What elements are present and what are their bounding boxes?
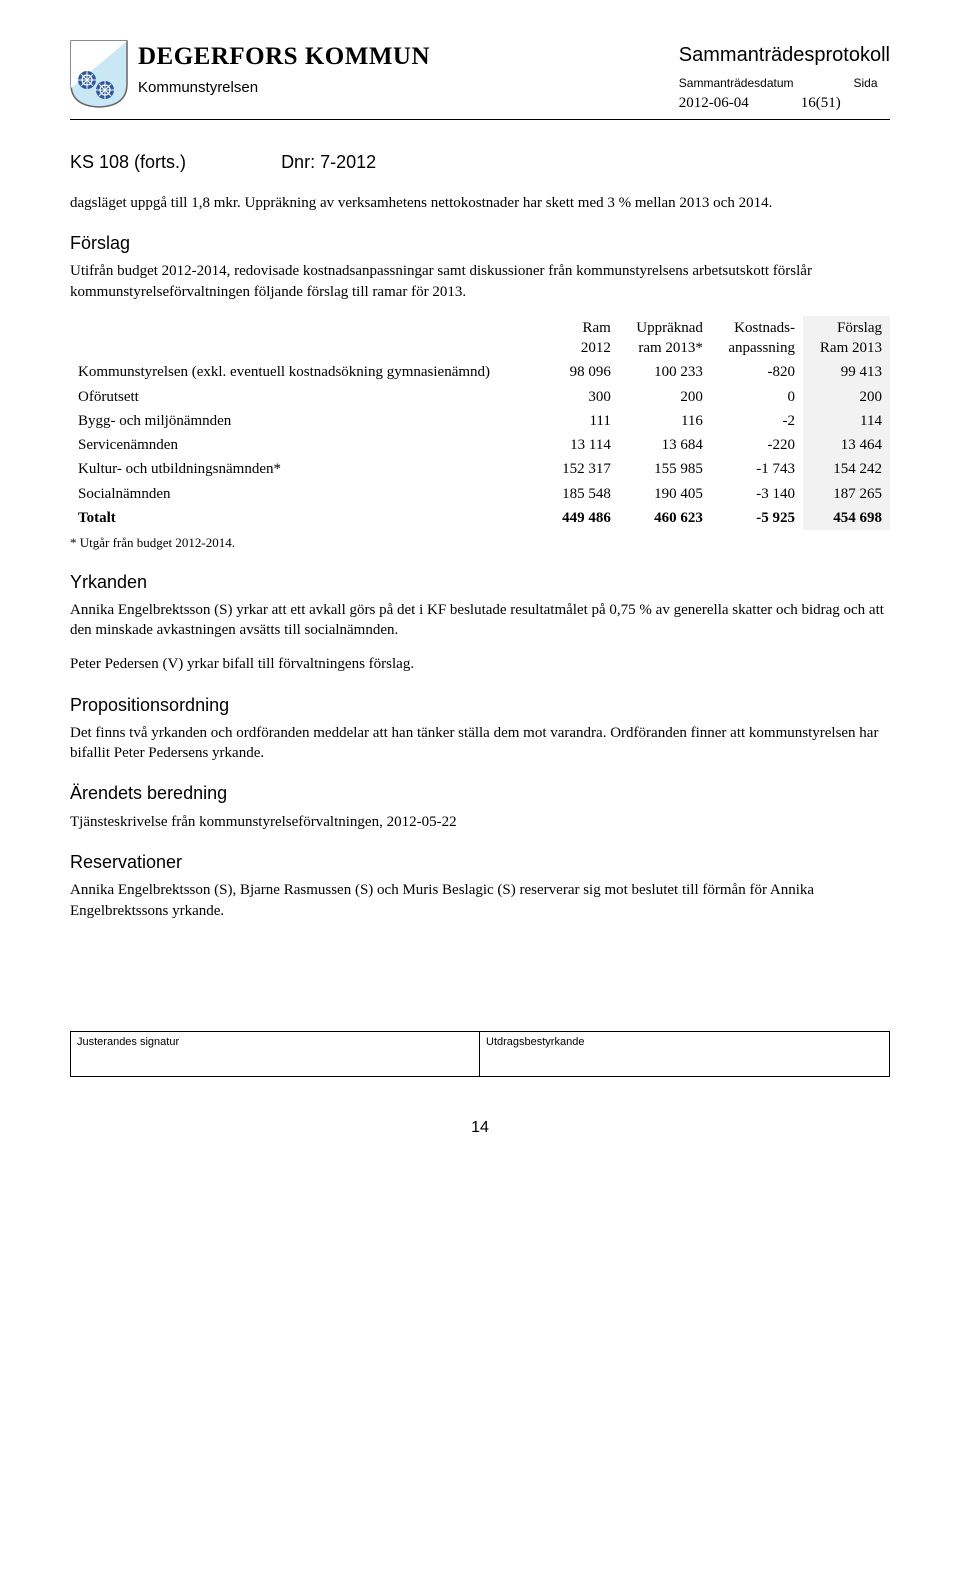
page-value: 16(51) bbox=[801, 93, 841, 113]
beredning-heading: Ärendets beredning bbox=[70, 781, 890, 805]
table-footnote: * Utgår från budget 2012-2014. bbox=[70, 534, 890, 552]
forslag-heading: Förslag bbox=[70, 231, 890, 255]
date-value: 2012-06-04 bbox=[679, 93, 749, 113]
table-row: Kultur- och utbildningsnämnden*152 31715… bbox=[70, 457, 890, 481]
ks-line: KS 108 (forts.) Dnr: 7-2012 bbox=[70, 150, 890, 174]
table-row: Kommunstyrelsen (exkl. eventuell kostnad… bbox=[70, 360, 890, 384]
date-label: Sammanträdesdatum bbox=[679, 75, 794, 91]
beredning-p1: Tjänsteskrivelse från kommunstyrelseförv… bbox=[70, 812, 890, 832]
yrkanden-p1: Annika Engelbrektsson (S) yrkar att ett … bbox=[70, 600, 890, 641]
ks-dnr: Dnr: 7-2012 bbox=[281, 152, 376, 172]
table-row: Bygg- och miljönämnden111116-2114 bbox=[70, 409, 890, 433]
crest-icon bbox=[70, 40, 128, 108]
meta-block: Sammanträdesprotokoll Sammanträdesdatum … bbox=[679, 42, 890, 113]
intro-para-2: Utifrån budget 2012-2014, redovisade kos… bbox=[70, 261, 890, 302]
table-total-row: Totalt449 486460 623-5 925454 698 bbox=[70, 506, 890, 530]
reserv-p1: Annika Engelbrektsson (S), Bjarne Rasmus… bbox=[70, 880, 890, 921]
page-label: Sida bbox=[854, 75, 878, 91]
sub-org: Kommunstyrelsen bbox=[138, 78, 430, 98]
budget-table: Ram2012 Uppräknadram 2013* Kostnads-anpa… bbox=[70, 316, 890, 530]
org-text: DEGERFORS KOMMUN Kommunstyrelsen bbox=[138, 40, 430, 98]
org-name: DEGERFORS KOMMUN bbox=[138, 40, 430, 74]
table-row: Socialnämnden185 548190 405-3 140187 265 bbox=[70, 482, 890, 506]
reserv-heading: Reservationer bbox=[70, 850, 890, 874]
ks-ref: KS 108 (forts.) bbox=[70, 152, 186, 172]
footer-boxes: Justerandes signatur Utdragsbestyrkande bbox=[70, 1031, 890, 1077]
intro-para-1: dagsläget uppgå till 1,8 mkr. Uppräkning… bbox=[70, 193, 890, 213]
header-divider bbox=[70, 119, 890, 120]
header: DEGERFORS KOMMUN Kommunstyrelsen Sammant… bbox=[70, 40, 890, 113]
sig-box: Justerandes signatur bbox=[71, 1032, 480, 1076]
prop-p1: Det finns två yrkanden och ordföranden m… bbox=[70, 723, 890, 764]
table-row: Oförutsett3002000200 bbox=[70, 385, 890, 409]
page-number: 14 bbox=[70, 1117, 890, 1139]
prop-heading: Propositionsordning bbox=[70, 693, 890, 717]
table-row: Servicenämnden13 11413 684-22013 464 bbox=[70, 433, 890, 457]
logo-block: DEGERFORS KOMMUN Kommunstyrelsen bbox=[70, 40, 430, 108]
table-header-row: Ram2012 Uppräknadram 2013* Kostnads-anpa… bbox=[70, 316, 890, 361]
yrkanden-heading: Yrkanden bbox=[70, 570, 890, 594]
yrkanden-p2: Peter Pedersen (V) yrkar bifall till för… bbox=[70, 654, 890, 674]
protokoll-title: Sammanträdesprotokoll bbox=[679, 42, 890, 69]
utd-box: Utdragsbestyrkande bbox=[480, 1032, 889, 1076]
